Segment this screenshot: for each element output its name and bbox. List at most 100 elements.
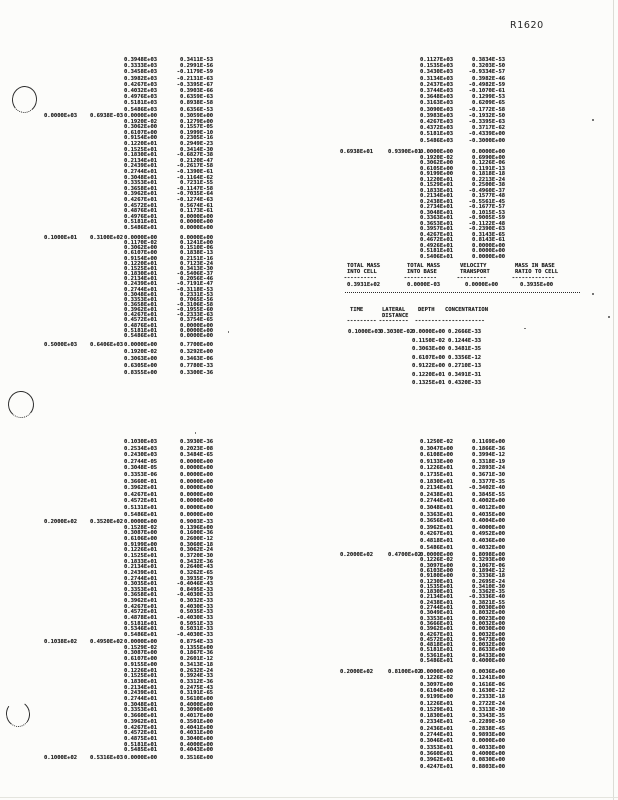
- scan-speck: [228, 331, 229, 333]
- data-value: -0.3395E-67: [176, 81, 214, 88]
- data-value: 0.1244E-33: [448, 337, 482, 344]
- data-value: 0.4818E+01: [420, 538, 454, 544]
- data-value: -0.3106E-58: [176, 301, 214, 308]
- data-value: 0.2331E-53: [180, 291, 214, 298]
- data-value: 0.7231E-55: [180, 180, 214, 187]
- data-value: 0.1299E-53: [472, 94, 506, 101]
- data-value: 0.3463E-06: [180, 356, 214, 362]
- data-value: 0.1325E+01: [412, 380, 446, 386]
- data-value: 0.8032E+00: [472, 610, 506, 617]
- data-value: 0.0023E+00: [472, 615, 506, 622]
- data-value: 0.9003E-33: [180, 519, 214, 525]
- data-value: -0.4339E+00: [468, 131, 506, 138]
- data-value: 0.3087E+00: [124, 530, 158, 537]
- data-value: 0.0030E+00: [472, 626, 506, 633]
- data-value: -0.3395E-63: [468, 119, 506, 125]
- data-value: 0.1510E-06: [180, 245, 214, 252]
- data-value: 0.2134E+01: [124, 157, 158, 164]
- data-value: 0.2534E+03: [124, 445, 158, 452]
- data-value: 0.2734E+01: [420, 204, 454, 210]
- data-value: 0.4000E+00: [180, 741, 214, 748]
- data-value: 0.9154E+00: [124, 135, 158, 142]
- data-value: 0.2744E+01: [124, 169, 158, 175]
- data-value: 0.3333E+03: [124, 63, 158, 70]
- data-value: 0.1830E+01: [124, 271, 158, 278]
- scan-speck: [195, 432, 196, 434]
- data-value: 0.3666E+01: [420, 620, 454, 627]
- data-value: 0.1920E-02: [124, 349, 158, 355]
- data-value: 0.0000E+00: [472, 242, 506, 249]
- data-value: -0.4982E-59: [468, 81, 506, 88]
- data-value: -0.6827E-38: [176, 152, 214, 159]
- data-value: 0.8803E+00: [472, 763, 506, 770]
- group-key-value: 0.3931E+02: [347, 282, 381, 288]
- data-value: 0.0000E+00: [124, 755, 158, 761]
- data-value: 0.3994E-12: [472, 452, 506, 459]
- data-value: 0.0000E+00: [124, 235, 158, 241]
- data-value: 0.0000E+00: [180, 472, 214, 478]
- scan-speck: [592, 119, 594, 121]
- data-value: 0.1525E+01: [124, 265, 158, 272]
- data-value: -0.4030E-33: [176, 632, 214, 638]
- data-value: 0.7780E-33: [180, 363, 214, 369]
- data-value: 0.1150E-02: [412, 337, 446, 344]
- column-header: INTO BASE: [407, 268, 437, 275]
- column-header: INTO CELL: [347, 268, 377, 275]
- data-value: 0.2430E+03: [124, 452, 158, 459]
- data-value: 0.3313E-30: [472, 706, 506, 713]
- data-value: 0.3035E+01: [124, 581, 158, 588]
- data-value: 0.2838E-45: [472, 725, 506, 732]
- data-value: 0.1830E+01: [420, 478, 454, 485]
- data-value: 0.4878E+01: [124, 615, 158, 622]
- data-value: 0.3413E-18: [180, 661, 214, 668]
- data-value: 0.5486E+01: [420, 658, 454, 664]
- data-value: 0.0000E+00: [465, 282, 499, 288]
- data-value: 0.4267E+01: [420, 631, 454, 638]
- data-value: 0.3481E-35: [448, 346, 482, 352]
- dotted-separator-line: [345, 292, 580, 293]
- data-value: 0.3262E-65: [180, 569, 214, 576]
- group-key-value: 0.6938E-03: [90, 113, 124, 119]
- data-value: 0.0000E+00: [420, 669, 454, 675]
- data-value: 0.4572E+01: [124, 317, 158, 324]
- data-value: 0.3903E-66: [180, 88, 214, 94]
- data-value: 0.1241E+00: [472, 675, 506, 682]
- data-value: 0.3048E+01: [124, 291, 158, 298]
- data-value: 0.0000E+00: [124, 639, 158, 645]
- data-value: 0.4012E+00: [472, 505, 506, 511]
- data-value: 0.3656E+01: [420, 518, 454, 525]
- data-value: 0.3930E-36: [180, 439, 214, 445]
- data-value: 0.3318E-19: [472, 458, 506, 465]
- data-value: 0.0000E+00: [180, 478, 214, 485]
- data-value: 0.8495E-33: [180, 586, 214, 593]
- data-value: 0.2023E-08: [180, 445, 214, 452]
- data-value: -0.3336E-40: [468, 594, 506, 601]
- data-value: 0.1830E+01: [420, 713, 454, 720]
- data-value: 0.4267E+01: [420, 231, 454, 238]
- group-key-value: 0.6938E+01: [340, 149, 374, 155]
- data-value: 0.3292E+00: [180, 349, 214, 355]
- data-value: 0.2744E+01: [124, 696, 158, 702]
- data-value: 0.1528E-02: [124, 524, 158, 531]
- data-value: 0.3410E-30: [472, 583, 506, 590]
- data-value: 0.3982E+03: [124, 75, 158, 82]
- data-value: -0.1070E-61: [468, 88, 506, 94]
- data-value: 0.1226E+01: [124, 667, 158, 674]
- data-value: 0.9199E+00: [420, 694, 454, 701]
- data-value: 0.5181E+01: [420, 248, 454, 254]
- data-value: 0.3658E+01: [124, 592, 158, 599]
- data-value: 0.0000E+00: [412, 329, 446, 335]
- data-value: 0.4572E+01: [124, 730, 158, 737]
- data-value: 0.9133E+00: [420, 458, 454, 465]
- data-value: 0.3935E+00: [520, 282, 554, 288]
- data-value: 0.1230E+01: [420, 578, 454, 585]
- data-value: 0.3353E+01: [124, 296, 158, 303]
- column-header: DISTANCE: [382, 312, 409, 319]
- data-value: 0.1250E-02: [420, 439, 454, 445]
- data-value: 0.5486E+01: [124, 332, 158, 339]
- data-value: -0.1390E-61: [176, 169, 214, 175]
- data-value: -0.1677E-57: [468, 204, 506, 210]
- data-value: 0.1067E-06: [472, 562, 506, 569]
- data-value: 0.3648E+03: [420, 94, 454, 101]
- data-value: 0.2744E+01: [420, 498, 454, 505]
